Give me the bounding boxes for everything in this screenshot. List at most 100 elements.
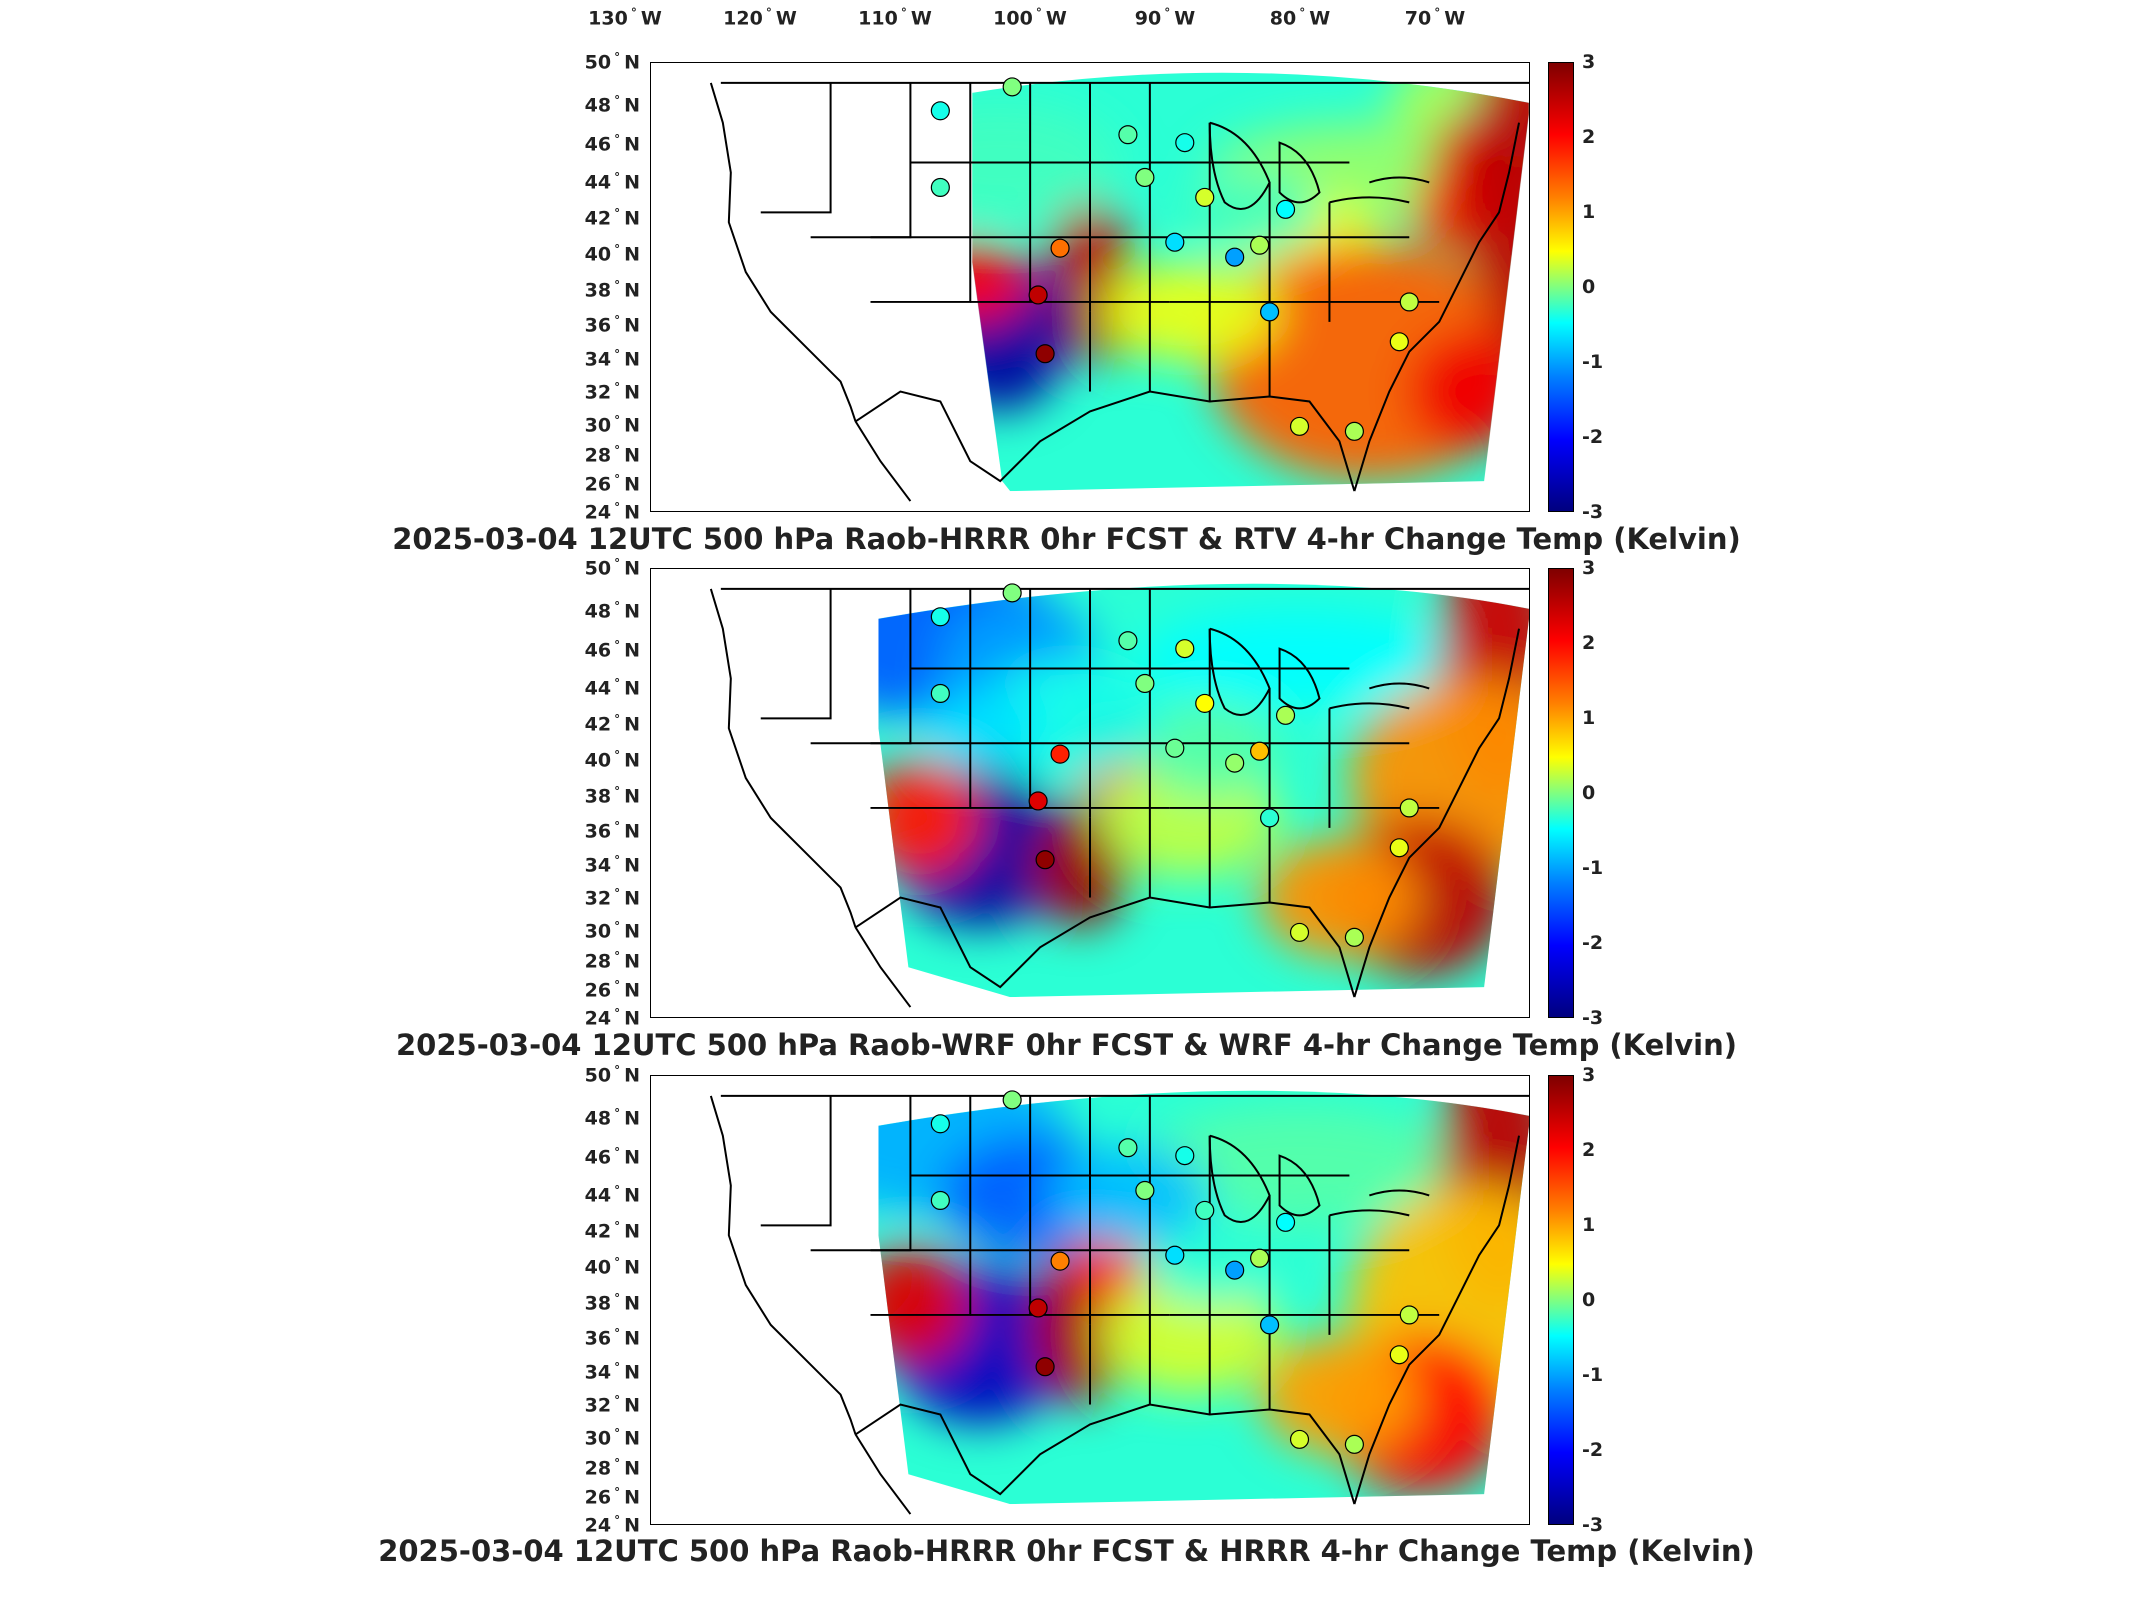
raob-station-marker xyxy=(1050,1251,1070,1271)
raob-station-marker xyxy=(1118,1138,1138,1158)
latitude-label: 48 ° N xyxy=(584,1106,640,1130)
raob-station-marker xyxy=(1175,1146,1195,1166)
latitude-label: 32 ° N xyxy=(584,1393,640,1417)
latitude-label: 30 ° N xyxy=(584,1426,640,1450)
raob-station-marker xyxy=(1344,1434,1364,1454)
raob-station-marker xyxy=(1275,705,1296,725)
latitude-label: 24 ° N xyxy=(584,1006,640,1030)
colorbar-tick-label: -1 xyxy=(1582,857,1604,879)
colorbar-tick-label: 1 xyxy=(1582,1214,1596,1236)
map-svg xyxy=(709,583,1529,1008)
latitude-label: 24 ° N xyxy=(584,1513,640,1537)
us-outline xyxy=(709,587,1529,1008)
raob-station-marker xyxy=(1260,1315,1280,1335)
raob-station-marker xyxy=(1275,1212,1296,1232)
raob-station-marker xyxy=(1165,232,1185,252)
colorbar-tick-label: -3 xyxy=(1582,501,1604,523)
latitude-label: 34 ° N xyxy=(584,853,640,877)
colorbar xyxy=(1548,1075,1574,1525)
latitude-label: 28 ° N xyxy=(584,1456,640,1480)
longitude-label: 80 ° W xyxy=(1269,6,1331,30)
colorbar-labels: 3 2 1 0 -1 -2 -3 xyxy=(1582,557,1632,1029)
colorbar-tick-label: 2 xyxy=(1582,126,1596,148)
colorbar-tick-label: 0 xyxy=(1582,276,1596,298)
raob-station-marker xyxy=(1250,741,1270,761)
raob-station-marker xyxy=(1002,1090,1022,1110)
raob-station-marker xyxy=(1260,302,1280,322)
latitude-label: 50 ° N xyxy=(584,50,640,74)
raob-station-marker xyxy=(1399,1305,1419,1325)
latitude-label: 34 ° N xyxy=(584,1360,640,1384)
latitude-label: 30 ° N xyxy=(584,919,640,943)
raob-station-marker xyxy=(1225,753,1245,773)
raob-station-marker xyxy=(1250,1248,1270,1268)
colorbar-tick-label: 2 xyxy=(1582,632,1596,654)
colorbar-tick-label: 1 xyxy=(1582,201,1596,223)
station-markers xyxy=(930,1090,1419,1454)
raob-station-marker xyxy=(1289,922,1310,942)
latitude-label: 40 ° N xyxy=(584,242,640,266)
raob-station-marker xyxy=(1135,1180,1155,1201)
latitude-label: 28 ° N xyxy=(584,949,640,973)
raob-station-marker xyxy=(1118,125,1138,145)
raob-station-marker xyxy=(1135,167,1155,188)
colorbar-tick-label: 0 xyxy=(1582,1289,1596,1311)
colorbar-tick-label: -3 xyxy=(1582,1007,1604,1029)
longitude-label: 130 ° W xyxy=(588,6,662,30)
raob-station-marker xyxy=(930,607,950,627)
latitude-label: 46 ° N xyxy=(584,132,640,156)
map-panel-hrrr: 50 ° N 48 ° N 46 ° N 44 ° N 42 ° N 40 ° N 38 ° N 36 ° N 34 ° N 32 ° N… xyxy=(0,1063,2133,1536)
longitude-label: 90 ° W xyxy=(1134,6,1196,30)
latitude-label: 44 ° N xyxy=(584,1183,640,1207)
raob-station-marker xyxy=(1289,416,1310,436)
latitude-axis: 50 ° N 48 ° N 46 ° N 44 ° N 42 ° N 40 ° N 38 ° N 36 ° N 34 ° N 32 ° N… xyxy=(560,50,640,523)
raob-station-marker xyxy=(1028,1298,1048,1318)
map-panel-rtv: 50 ° N 48 ° N 46 ° N 44 ° N 42 ° N 40 ° N 38 ° N 36 ° N 34 ° N 32 ° N… xyxy=(0,50,2133,523)
colorbar-tick-label: -2 xyxy=(1582,1439,1604,1461)
latitude-label: 42 ° N xyxy=(584,712,640,736)
map-svg xyxy=(709,1090,1529,1515)
raob-station-marker xyxy=(1195,187,1215,207)
raob-station-marker xyxy=(1050,744,1070,764)
panel-title: 2025-03-04 12UTC 500 hPa Raob-WRF 0hr FC… xyxy=(395,1028,1737,1062)
raob-station-marker xyxy=(1275,199,1296,219)
latitude-label: 50 ° N xyxy=(584,1063,640,1087)
longitude-label: 120 ° W xyxy=(723,6,797,30)
colorbar-tick-label: 2 xyxy=(1582,1139,1596,1161)
latitude-label: 44 ° N xyxy=(584,170,640,194)
colorbar-tick-label: 3 xyxy=(1582,1064,1596,1086)
latitude-label: 50 ° N xyxy=(584,556,640,580)
raob-station-marker xyxy=(1195,1200,1215,1220)
raob-station-marker xyxy=(1165,1245,1185,1265)
map-panel-wrf: 50 ° N 48 ° N 46 ° N 44 ° N 42 ° N 40 ° N 38 ° N 36 ° N 34 ° N 32 ° N… xyxy=(0,556,2133,1029)
raob-station-marker xyxy=(930,1114,950,1134)
longitude-label: 70 ° W xyxy=(1404,6,1466,30)
latitude-label: 48 ° N xyxy=(584,93,640,117)
station-markers xyxy=(930,77,1419,441)
longitude-axis: 130 ° W 120 ° W 110 ° W 100 ° W 90 ° W 80 ° W 70 ° W xyxy=(0,0,2133,40)
latitude-label: 34 ° N xyxy=(584,347,640,371)
raob-station-marker xyxy=(930,177,950,198)
latitude-label: 46 ° N xyxy=(584,1145,640,1169)
latitude-label: 36 ° N xyxy=(584,1326,640,1350)
latitude-label: 44 ° N xyxy=(584,676,640,700)
latitude-label: 40 ° N xyxy=(584,748,640,772)
latitude-label: 26 ° N xyxy=(584,1485,640,1509)
colorbar-tick-label: 1 xyxy=(1582,707,1596,729)
latitude-axis: 50 ° N 48 ° N 46 ° N 44 ° N 42 ° N 40 ° N 38 ° N 36 ° N 34 ° N 32 ° N… xyxy=(560,1063,640,1536)
colorbar-tick-label: 3 xyxy=(1582,51,1596,73)
raob-station-marker xyxy=(1002,77,1022,97)
raob-station-marker xyxy=(1050,238,1070,258)
colorbar-tick-label: -2 xyxy=(1582,932,1604,954)
raob-station-marker xyxy=(1289,1429,1310,1449)
raob-station-marker xyxy=(1225,247,1245,267)
colorbar-tick-label: -3 xyxy=(1582,1514,1604,1536)
latitude-label: 36 ° N xyxy=(584,819,640,843)
raob-station-marker xyxy=(930,683,950,704)
raob-station-marker xyxy=(1175,639,1195,659)
raob-station-marker xyxy=(1028,285,1048,305)
latitude-label: 38 ° N xyxy=(584,278,640,302)
panel-title: 2025-03-04 12UTC 500 hPa Raob-HRRR 0hr F… xyxy=(392,522,1741,556)
map-svg xyxy=(709,72,1529,502)
colorbar xyxy=(1548,62,1574,512)
